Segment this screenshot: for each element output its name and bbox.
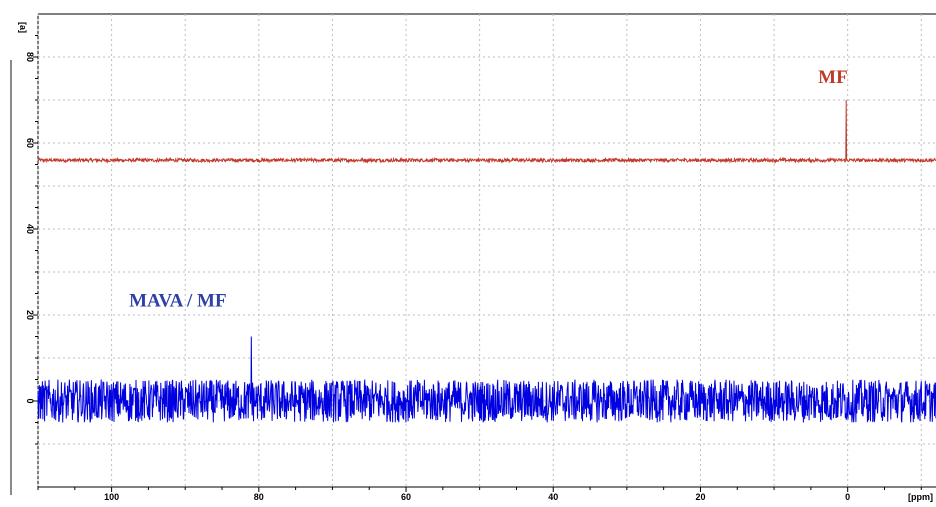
x-tick-label: 0 (845, 492, 850, 502)
x-tick-label: 100 (104, 492, 119, 502)
ticks (33, 35, 922, 492)
x-tick-label: 80 (254, 492, 264, 502)
series-line (37, 336, 936, 423)
y-axis-label: [a] (18, 22, 28, 33)
x-tick-label: 40 (548, 492, 558, 502)
y-tick-label: 20 (25, 310, 35, 320)
x-tick-label: 20 (695, 492, 705, 502)
x-axis-label: [ppm] (908, 492, 933, 502)
series-annotation: MAVA / MF (129, 290, 226, 311)
series-annotation: MF (818, 67, 848, 88)
y-tick-label: 0 (25, 398, 35, 403)
series (37, 99, 936, 423)
y-tick-label: 60 (25, 138, 35, 148)
axes (10, 13, 936, 495)
labels: [ppm] [a] 100 80 60 40 20 0 0 20 40 60 80 MF MAVA / … (18, 22, 933, 502)
y-tick-label: 40 (25, 224, 35, 234)
series-line (37, 99, 936, 164)
y-tick-label: 80 (25, 52, 35, 62)
x-tick-label: 60 (401, 492, 411, 502)
